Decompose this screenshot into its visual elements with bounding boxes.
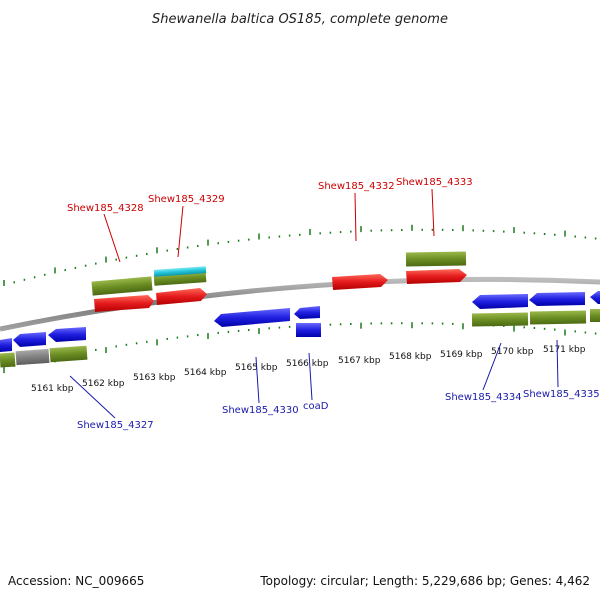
coding-region-bar <box>0 352 16 368</box>
reverse-gene-labels <box>69 339 559 419</box>
kbp-tick-label: 5170 kbp <box>491 347 534 357</box>
label-leader-line <box>69 375 116 419</box>
forward-coding-regions <box>91 251 467 296</box>
gene-arrow-left-edge[interactable] <box>0 338 12 352</box>
forward-gene-labels <box>103 188 435 263</box>
coding-region-bar <box>529 310 587 325</box>
gene-arrow-shew185-4328[interactable] <box>94 295 154 312</box>
coding-region-bar <box>91 276 153 296</box>
gene-block-coad[interactable] <box>296 323 321 337</box>
label-leader-line <box>255 356 260 404</box>
gene-label-shew185-4327[interactable]: Shew185_4327 <box>77 420 154 431</box>
kbp-tick-label: 5169 kbp <box>440 350 483 360</box>
coding-region-bar <box>590 309 600 322</box>
kbp-tick-label: 5168 kbp <box>389 352 432 362</box>
gene-label-shew185-4333[interactable]: Shew185_4333 <box>396 177 473 188</box>
coding-region-bar <box>471 312 529 327</box>
gene-arrow-shew185-4335[interactable] <box>529 292 585 306</box>
gene-arrow-right-edge[interactable] <box>590 291 600 304</box>
kbp-tick-label: 5161 kbp <box>31 384 74 394</box>
reverse-genes <box>0 291 600 352</box>
trna-bar <box>153 266 207 277</box>
coding-region-bar <box>49 345 88 363</box>
gene-arrow-shew185-4332[interactable] <box>332 274 388 290</box>
gene-label-shew185-4328[interactable]: Shew185_4328 <box>67 203 144 214</box>
gene-arrow[interactable] <box>13 332 46 347</box>
genome-backbone <box>0 276 600 332</box>
label-leader-line <box>177 205 184 258</box>
kbp-tick-label: 5162 kbp <box>82 379 125 389</box>
kbp-ruler: 5161 kbp 5162 kbp 5163 kbp 5164 kbp 5165… <box>31 345 586 394</box>
gene-arrow[interactable] <box>294 306 320 319</box>
topology-text: Topology: circular; Length: 5,229,686 bp… <box>260 574 590 588</box>
gene-label-shew185-4334[interactable]: Shew185_4334 <box>445 392 522 403</box>
accession-text: Accession: NC_009665 <box>8 574 145 588</box>
label-leader-line <box>308 352 313 401</box>
gene-arrow-shew185-4329[interactable] <box>156 288 207 305</box>
gene-label-shew185-4330[interactable]: Shew185_4330 <box>222 405 299 416</box>
label-leader-line <box>103 213 121 263</box>
label-leader-line <box>482 342 502 391</box>
gene-arrow-shew185-4327[interactable] <box>48 327 86 342</box>
gene-arrow-shew185-4333[interactable] <box>406 269 467 284</box>
label-leader-line <box>431 188 435 237</box>
kbp-tick-label: 5167 kbp <box>338 356 381 366</box>
kbp-tick-label: 5166 kbp <box>286 359 329 369</box>
forward-genes <box>94 269 467 312</box>
gene-label-shew185-4329[interactable]: Shew185_4329 <box>148 194 225 205</box>
kbp-tick-label: 5164 kbp <box>184 368 227 378</box>
pseudo-bar <box>15 348 50 366</box>
label-leader-line <box>354 192 357 242</box>
reverse-coding-regions <box>0 309 600 368</box>
gene-label-shew185-4332[interactable]: Shew185_4332 <box>318 181 395 192</box>
reverse-strand-ticks <box>3 322 597 374</box>
forward-gene-label-texts: Shew185_4328 Shew185_4329 Shew185_4332 S… <box>67 177 473 214</box>
gene-label-shew185-4335[interactable]: Shew185_4335 <box>523 389 600 400</box>
coding-region-bar <box>405 251 467 267</box>
reverse-gene-label-texts: Shew185_4327 Shew185_4330 coaD Shew185_4… <box>77 389 600 431</box>
kbp-tick-label: 5171 kbp <box>543 345 586 355</box>
kbp-tick-label: 5163 kbp <box>133 373 176 383</box>
gene-arrow-shew185-4330[interactable] <box>214 308 290 327</box>
gene-arrow-shew185-4334[interactable] <box>472 294 528 309</box>
gene-label-coad[interactable]: coaD <box>303 401 329 412</box>
forward-strand-ticks <box>3 224 597 286</box>
label-leader-line <box>556 339 559 388</box>
map-title: Shewanella baltica OS185, complete genom… <box>152 12 448 27</box>
